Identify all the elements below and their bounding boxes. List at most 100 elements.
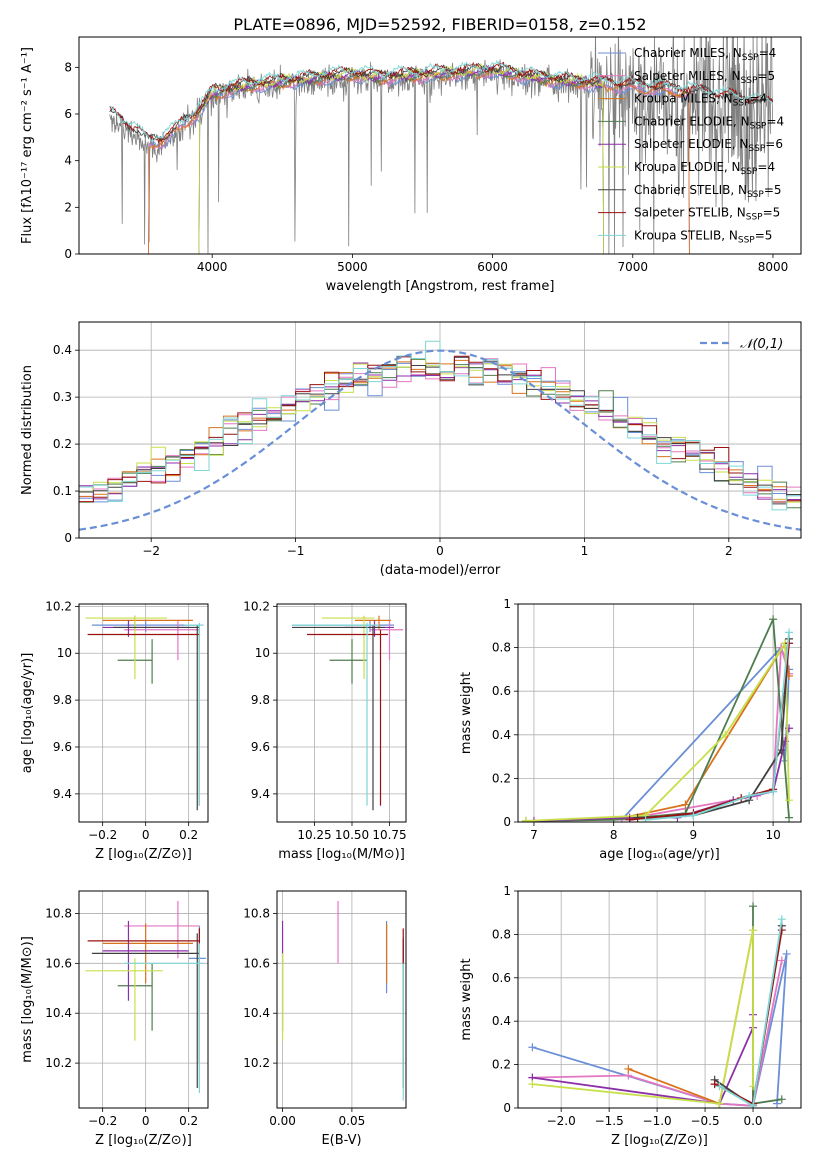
y-tick-label: 10.6 <box>243 956 270 970</box>
axes-frame <box>78 890 209 1109</box>
x-axis-label: E(B-V) <box>321 1133 361 1148</box>
legend-entry: Salpeter ELODIE, NSSP=6 <box>634 137 783 154</box>
y-tick-label: 9.6 <box>53 740 72 754</box>
weight-marker <box>777 746 786 755</box>
spectrum-model-kroupa-stelib <box>109 59 774 143</box>
legend-label: Kroupa ELODIE, N <box>634 160 741 174</box>
weight-marker <box>785 628 794 637</box>
y-tick-label: 10.2 <box>243 599 270 613</box>
y-tick-label: 9.8 <box>251 693 270 707</box>
legend-eq: =5 <box>763 206 781 220</box>
errorbar-chabrier-stelib <box>91 933 200 1089</box>
y-tick-label: 10 <box>255 646 270 660</box>
y-tick-label: 10.2 <box>45 1056 72 1070</box>
weight-marker <box>749 1101 758 1108</box>
errorbar-kroupa-elodie <box>322 615 375 680</box>
y-tick-label: 0.2 <box>53 437 72 451</box>
y-tick-label: 0.8 <box>492 641 511 655</box>
y-tick-label: 9.4 <box>251 787 270 801</box>
x-axis-label: Z [log₁₀(Z/Z⊙)] <box>95 1133 192 1148</box>
legend-entry: Salpeter STELIB, NSSP=5 <box>634 206 780 223</box>
plot-area <box>281 900 404 1101</box>
legend-label: Chabrier ELODIE, N <box>634 114 750 128</box>
legend-eq: =6 <box>765 137 783 151</box>
x-tick-label: 8000 <box>758 260 789 274</box>
plot-area <box>79 340 801 531</box>
x-tick-label: −1.5 <box>595 1114 624 1128</box>
legend-sub: SSP <box>741 167 758 177</box>
plot-area <box>85 900 206 1094</box>
weight-marker <box>769 615 778 624</box>
y-tick-label: 10.4 <box>243 1006 270 1020</box>
legend-sub: SSP <box>746 213 763 223</box>
weight-line-kroupa-elodie <box>532 929 754 1105</box>
y-tick-label: 10.2 <box>45 599 72 613</box>
legend-sub: SSP <box>741 76 758 86</box>
x-tick-label: 4000 <box>197 260 228 274</box>
weight-line-kroupa-miles <box>627 929 754 1106</box>
x-tick-label: 8 <box>610 828 618 842</box>
errorbar-kroupa-stelib <box>124 943 204 1094</box>
errorbar-kroupa-stelib <box>292 622 379 806</box>
x-tick-label: 7000 <box>617 260 648 274</box>
errorbar-salpeter-elodie <box>102 920 189 1001</box>
y-axis-label: age [log₁₀(age/yr)] <box>20 653 35 774</box>
x-tick-label: 7 <box>530 828 538 842</box>
x-tick-label: 1 <box>581 544 589 558</box>
y-tick-label: 10.2 <box>243 1056 270 1070</box>
legend-entry: Kroupa ELODIE, NSSP=4 <box>634 160 775 177</box>
y-tick-label: 0 <box>503 815 511 829</box>
panel-spectrum: 4000 5000 6000 7000 8000 0 2 4 6 8 wavelength [Ang… <box>20 36 802 294</box>
errorbar-salpeter-miles <box>124 900 200 959</box>
weight-marker <box>773 1099 782 1108</box>
x-tick-label: 0.2 <box>179 828 198 842</box>
x-tick-label: 6000 <box>477 260 508 274</box>
weight-marker <box>633 813 642 822</box>
x-axis-label: wavelength [Angstrom, rest frame] <box>326 279 555 294</box>
x-axis-label: mass [log₁₀(M/M⊙)] <box>278 847 405 862</box>
weight-marker <box>528 1080 537 1089</box>
legend-sub: SSP <box>742 53 759 63</box>
legend-entry: Chabrier STELIB, NSSP=5 <box>634 183 782 200</box>
weight-line-kroupa-stelib <box>719 919 783 1108</box>
y-tick-label: 10.8 <box>45 906 72 920</box>
plot-area <box>109 37 774 254</box>
x-tick-label: 2 <box>725 544 733 558</box>
axes-frame <box>517 603 802 823</box>
histogram-kroupa-stelib <box>79 340 801 511</box>
y-tick-label: 0 <box>64 247 72 261</box>
weight-line-kroupa-stelib <box>645 632 790 821</box>
legend-sub: SSP <box>748 144 765 154</box>
weight-marker <box>745 791 754 800</box>
x-tick-label: −2.0 <box>547 1114 576 1128</box>
weight-line-chabrier-elodie <box>525 618 790 822</box>
legend-label: Chabrier MILES, N <box>634 46 742 60</box>
legend-eq: =5 <box>755 228 773 242</box>
legend-sub: SSP <box>747 190 764 200</box>
y-tick-label: 10 <box>57 646 72 660</box>
weight-marker <box>777 956 786 965</box>
gaussian-legend-label: 𝒩(0,1) <box>740 337 783 352</box>
legend-entry: Salpeter MILES, NSSP=5 <box>634 69 775 86</box>
y-axis-label: mass weight <box>459 672 474 754</box>
plot-area <box>85 615 204 811</box>
axes-frame <box>276 603 407 823</box>
y-tick-label: 0.3 <box>53 390 72 404</box>
errorbar-salpeter-stelib <box>87 629 200 806</box>
legend-eq: =4 <box>757 160 775 174</box>
legend-eq: =5 <box>764 183 782 197</box>
errorbar-chabrier-elodie <box>329 639 367 684</box>
x-axis-label: (data-model)/error <box>380 563 501 578</box>
weight-marker <box>777 1095 786 1104</box>
legend-label: Chabrier STELIB, N <box>634 183 747 197</box>
y-tick-label: 1 <box>503 597 511 611</box>
legend-eq: =4 <box>750 92 768 106</box>
errorbar-chabrier-stelib <box>113 625 200 811</box>
weight-marker <box>769 787 778 796</box>
y-tick-label: 0.1 <box>53 484 72 498</box>
x-tick-label: 0.05 <box>339 1114 366 1128</box>
weight-marker <box>749 926 758 935</box>
axes-frame <box>276 890 407 1109</box>
y-axis-label: mass [log₁₀(M/M⊙)] <box>20 936 35 1063</box>
y-axis-label: mass weight <box>459 958 474 1040</box>
